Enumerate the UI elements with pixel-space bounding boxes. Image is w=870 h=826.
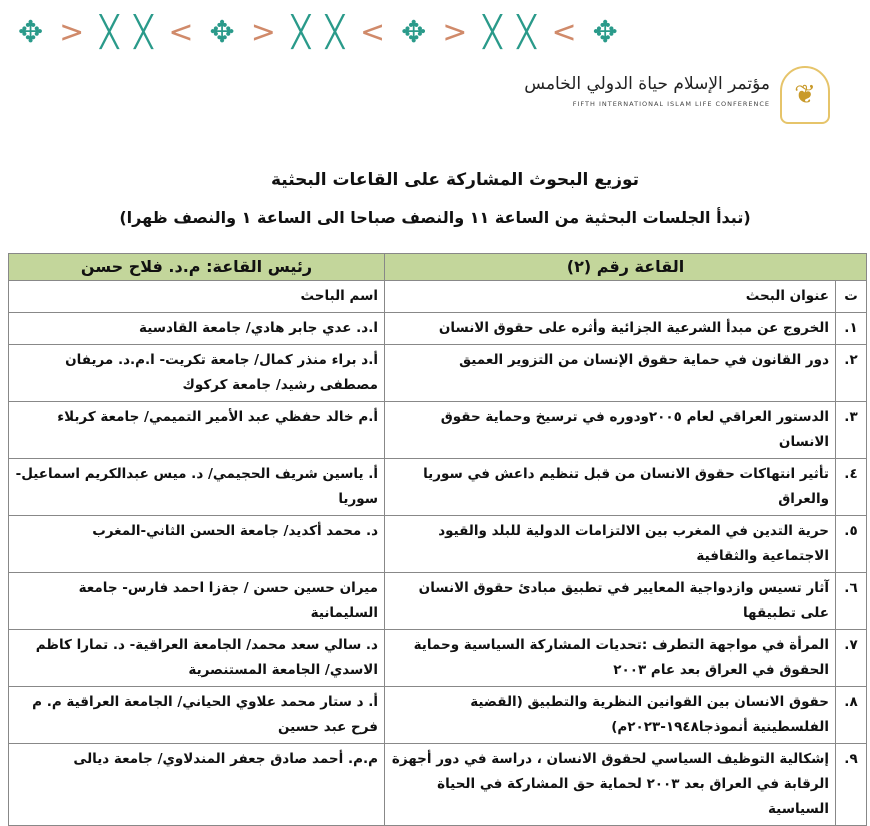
x-pattern-icon: ╳: [325, 15, 344, 50]
row-number: ٨.: [835, 686, 867, 744]
paper-title: آثار تسيس وازدواجية المعايير في تطبيق مب…: [384, 572, 836, 630]
chevron-icon: >: [250, 15, 276, 50]
pattern-icon: ✥: [18, 15, 43, 50]
paper-title: الدستور العراقي لعام ٢٠٠٥ودوره في ترسيخ …: [384, 401, 836, 459]
table-row: ٩. إشكالية التوظيف السياسي لحقوق الانسان …: [8, 743, 867, 826]
row-number: ٤.: [835, 458, 867, 516]
x-pattern-icon: ╳: [517, 15, 535, 50]
chevron-icon: <: [551, 15, 577, 50]
table-row: ١. الخروج عن مبدأ الشرعية الجزائية وأثره …: [8, 312, 867, 345]
col-num: ت: [835, 280, 867, 313]
researcher-name: د. سالي سعد محمد/ الجامعة العراقية- د. ت…: [8, 629, 385, 687]
table-row: ٣. الدستور العراقي لعام ٢٠٠٥ودوره في ترسي…: [8, 401, 867, 459]
conference-logo: ❦ مؤتمر الإسلام حياة الدولي الخامس FIFTH…: [310, 66, 830, 126]
paper-title: المرأة في مواجهة التطرف :تحديات المشاركة…: [384, 629, 836, 687]
hall-number: القاعة رقم (٢): [384, 253, 867, 281]
x-pattern-icon: ╳: [291, 15, 310, 50]
paper-title: حقوق الانسان بين القوانين النظرية والتطب…: [384, 686, 836, 744]
table-row: ٤. تأثير انتهاكات حقوق الانسان من قبل تنظ…: [8, 458, 867, 516]
paper-title: حرية التدين في المغرب بين الالتزامات الد…: [384, 515, 836, 573]
researcher-name: أ. ياسين شريف الحجيمي/ د. ميس عبدالكريم …: [8, 458, 385, 516]
researcher-name: ميران حسين حسن / جةزا احمد فارس- جامعة ا…: [8, 572, 385, 630]
col-author: اسم الباحث: [8, 280, 385, 313]
researcher-name: ا.د. عدي جابر هادي/ جامعة القادسية: [8, 312, 385, 345]
table-row: ٥. حرية التدين في المغرب بين الالتزامات ا…: [8, 515, 867, 573]
researcher-name: أ.د براء منذر كمال/ جامعة تكريت- ا.م.د. …: [8, 344, 385, 402]
row-number: ٧.: [835, 629, 867, 687]
decorative-banner: ✥ > ╳ ╳ < ✥ > ╳ ╳ < ✥ > ╳ ╳ < ✥: [18, 14, 870, 52]
researcher-name: أ.م خالد حفظي عبد الأمير التميمي/ جامعة …: [8, 401, 385, 459]
table-row: ٦. آثار تسيس وازدواجية المعايير في تطبيق …: [8, 572, 867, 630]
paper-title: إشكالية التوظيف السياسي لحقوق الانسان ، …: [384, 743, 836, 826]
pattern-icon: ✥: [592, 15, 618, 50]
researcher-name: د. محمد أكديد/ جامعة الحسن الثاني-المغرب: [8, 515, 385, 573]
logo-arabic: مؤتمر الإسلام حياة الدولي الخامس: [524, 74, 770, 94]
chevron-icon: >: [442, 15, 467, 50]
paper-title: الخروج عن مبدأ الشرعية الجزائية وأثره عل…: [384, 312, 836, 345]
row-number: ٥.: [835, 515, 867, 573]
row-number: ١.: [835, 312, 867, 345]
row-number: ٣.: [835, 401, 867, 459]
chevron-icon: <: [359, 15, 385, 50]
table-row: ٧. المرأة في مواجهة التطرف :تحديات المشار…: [8, 629, 867, 687]
x-pattern-icon: ╳: [483, 15, 501, 50]
pattern-icon: ✥: [209, 15, 235, 50]
sessions-table: القاعة رقم (٢) رئيس القاعة: م.د. فلاح حس…: [8, 253, 867, 826]
table-row: ٨. حقوق الانسان بين القوانين النظرية والت…: [8, 686, 867, 744]
chevron-icon: >: [59, 15, 84, 50]
x-pattern-icon: ╳: [100, 15, 118, 50]
researcher-name: م.م. أحمد صادق جعفر المندلاوي/ جامعة ديا…: [8, 743, 385, 826]
row-number: ٢.: [835, 344, 867, 402]
pattern-icon: ✥: [401, 15, 426, 50]
tree-icon: ❦: [780, 66, 830, 124]
table-row: ٢. دور القانون في حماية حقوق الإنسان من ا…: [8, 344, 867, 402]
table-header-row: القاعة رقم (٢) رئيس القاعة: م.د. فلاح حس…: [8, 253, 867, 281]
col-title: عنوان البحث: [384, 280, 836, 313]
researcher-name: أ. د ستار محمد علاوي الحياني/ الجامعة ال…: [8, 686, 385, 744]
paper-title: تأثير انتهاكات حقوق الانسان من قبل تنظيم…: [384, 458, 836, 516]
hall-chair: رئيس القاعة: م.د. فلاح حسن: [8, 253, 385, 281]
chevron-icon: <: [168, 15, 193, 50]
page-subtitle: (تبدأ الجلسات البحثية من الساعة ١١ والنص…: [119, 208, 751, 227]
column-header-row: ت عنوان البحث اسم الباحث: [8, 280, 867, 313]
row-number: ٩.: [835, 743, 867, 826]
logo-english: FIFTH INTERNATIONAL ISLAM LIFE CONFERENC…: [572, 100, 770, 108]
row-number: ٦.: [835, 572, 867, 630]
paper-title: دور القانون في حماية حقوق الإنسان من الت…: [384, 344, 836, 402]
x-pattern-icon: ╳: [134, 15, 152, 50]
page-title: توزيع البحوث المشاركة على القاعات البحثي…: [270, 170, 640, 190]
